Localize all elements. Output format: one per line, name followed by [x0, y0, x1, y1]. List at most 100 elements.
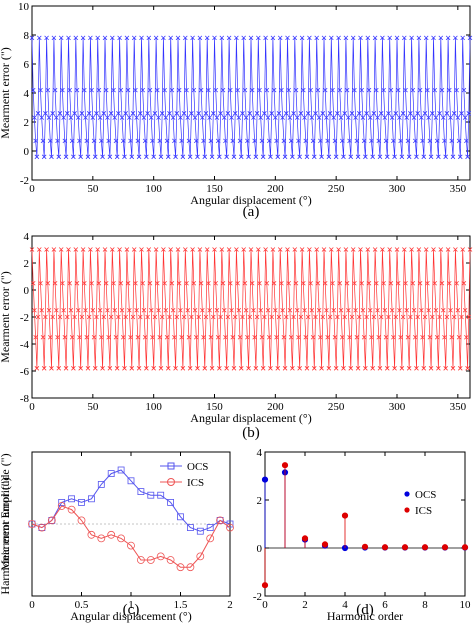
- x-tick-label: 0.5: [75, 599, 89, 611]
- data-point: [124, 247, 130, 252]
- data-point: [123, 314, 128, 320]
- data-point: [412, 138, 418, 144]
- data-point: [349, 111, 355, 116]
- data-point: [265, 307, 271, 313]
- data-point: [381, 544, 389, 551]
- data-point: [185, 307, 191, 313]
- data-point: [318, 138, 323, 144]
- data-point: [338, 115, 344, 120]
- data-point: [394, 247, 400, 252]
- data-point: [196, 527, 204, 535]
- data-point: [200, 307, 205, 313]
- data-point: [178, 307, 183, 313]
- data-point: [184, 280, 189, 286]
- data-point: [326, 154, 332, 160]
- data-point: [437, 314, 442, 320]
- data-point: [294, 307, 300, 313]
- data-point: [434, 334, 440, 340]
- data-point: [58, 247, 64, 252]
- data-point: [355, 154, 361, 160]
- data-point: [136, 366, 142, 371]
- data-point: [302, 115, 307, 120]
- data-point: [129, 366, 135, 371]
- data-point: [189, 111, 194, 116]
- data-point: [261, 476, 269, 483]
- data-point: [28, 520, 36, 528]
- data-point: [350, 35, 356, 41]
- data-point: [183, 35, 188, 41]
- data-point: [445, 247, 451, 252]
- data-point: [391, 334, 396, 340]
- data-point: [40, 334, 46, 340]
- data-point: [40, 138, 46, 144]
- data-point: [366, 87, 372, 93]
- data-point: [145, 314, 150, 320]
- data-point: [276, 314, 282, 320]
- data-point: [50, 314, 55, 320]
- data-point: [123, 111, 128, 116]
- data-point: [439, 87, 445, 93]
- data-point: [406, 366, 412, 371]
- data-point: [223, 334, 228, 340]
- data-point: [286, 87, 291, 93]
- data-point: [316, 115, 322, 120]
- series-line: [31, 37, 471, 157]
- y-tick-label: 4: [257, 447, 263, 459]
- data-point: [453, 35, 458, 41]
- data-point: [80, 247, 86, 252]
- data-point: [35, 314, 41, 320]
- data-point: [128, 334, 133, 340]
- data-point: [433, 115, 439, 120]
- data-point: [176, 280, 182, 286]
- data-point: [301, 280, 306, 286]
- data-point: [169, 87, 175, 93]
- data-point: [403, 87, 408, 93]
- data-point: [333, 366, 339, 371]
- data-point: [231, 366, 237, 371]
- data-point: [399, 366, 405, 371]
- data-point: [395, 280, 401, 286]
- data-point: [347, 138, 352, 144]
- data-point: [83, 307, 88, 313]
- legend-marker: [167, 462, 175, 470]
- data-point: [172, 138, 177, 144]
- data-point: [419, 307, 424, 313]
- data-point: [454, 87, 459, 93]
- data-point: [251, 307, 256, 313]
- data-point: [113, 334, 119, 340]
- data-point: [220, 280, 226, 286]
- data-point: [260, 154, 266, 160]
- data-point: [234, 35, 239, 41]
- data-point: [114, 366, 120, 371]
- data-point: [406, 154, 412, 160]
- data-point: [68, 115, 74, 120]
- data-point: [66, 35, 71, 41]
- data-point: [107, 154, 113, 160]
- data-point: [405, 138, 411, 144]
- data-point: [319, 366, 324, 371]
- y-tick-label: 0: [24, 146, 30, 158]
- data-point: [455, 307, 461, 313]
- data-point: [367, 115, 373, 120]
- y-tick-label: 2: [257, 495, 263, 507]
- data-point: [197, 35, 203, 41]
- data-point: [436, 366, 441, 371]
- data-point: [35, 111, 41, 116]
- data-point: [63, 154, 69, 160]
- data-point: [166, 556, 175, 564]
- data-point: [77, 334, 82, 340]
- data-point: [192, 115, 198, 120]
- data-point: [106, 138, 111, 144]
- data-point: [71, 154, 76, 160]
- data-point: [256, 35, 261, 41]
- data-point: [322, 280, 328, 286]
- data-point: [133, 280, 138, 286]
- data-point: [464, 334, 469, 340]
- data-point: [157, 334, 163, 340]
- data-point: [152, 314, 158, 320]
- legend-label: ICS: [187, 477, 204, 489]
- y-tick-label: -2: [20, 175, 29, 187]
- data-point: [386, 314, 391, 320]
- data-point: [327, 111, 333, 116]
- data-point: [251, 115, 256, 120]
